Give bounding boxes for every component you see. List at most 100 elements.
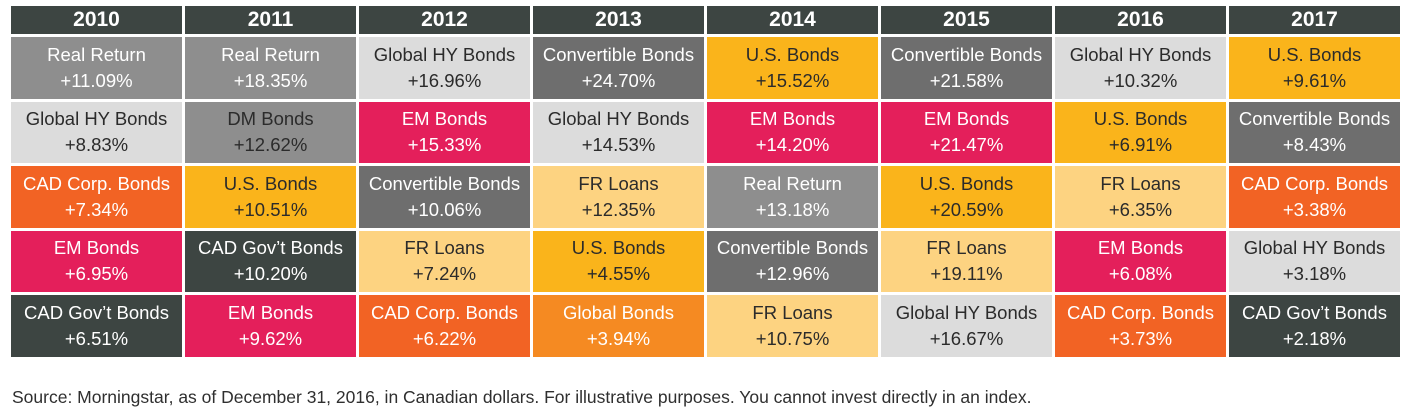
cell-2011-rank-5: EM Bonds +9.62%: [185, 295, 356, 357]
asset-name: U.S. Bonds: [919, 172, 1014, 194]
asset-name: Real Return: [47, 43, 146, 65]
asset-name: Global HY Bonds: [547, 108, 690, 130]
return-value: +4.55%: [586, 263, 651, 285]
asset-name: EM Bonds: [1097, 237, 1184, 259]
asset-name: CAD Gov’t Bonds: [198, 237, 343, 259]
asset-name: CAD Gov’t Bonds: [1242, 301, 1387, 323]
asset-name: CAD Corp. Bonds: [370, 301, 519, 323]
cell-2017-rank-5: CAD Gov’t Bonds +2.18%: [1229, 295, 1400, 357]
cell-2017-rank-1: U.S. Bonds +9.61%: [1229, 37, 1400, 99]
return-value: +13.18%: [755, 198, 830, 220]
cell-2013-rank-4: U.S. Bonds +4.55%: [533, 230, 704, 292]
cell-2010-rank-3: CAD Corp. Bonds +7.34%: [11, 166, 182, 228]
return-value: +9.61%: [1282, 69, 1347, 91]
asset-name: FR Loans: [404, 237, 485, 259]
cell-2011-rank-4: CAD Gov’t Bonds +10.20%: [185, 230, 356, 292]
cell-2017-rank-4: Global HY Bonds +3.18%: [1229, 230, 1400, 292]
year-header-2010: 2010: [11, 6, 182, 34]
cell-2016-rank-5: CAD Corp. Bonds +3.73%: [1055, 295, 1226, 357]
return-value: +20.59%: [929, 198, 1004, 220]
return-value: +2.18%: [1282, 327, 1347, 349]
asset-name: EM Bonds: [749, 108, 836, 130]
cell-2011-rank-1: Real Return +18.35%: [185, 37, 356, 99]
asset-name: CAD Corp. Bonds: [1240, 172, 1389, 194]
cell-2014-rank-5: FR Loans +10.75%: [707, 295, 878, 357]
cell-2013-rank-1: Convertible Bonds +24.70%: [533, 37, 704, 99]
cell-2010-rank-1: Real Return +11.09%: [11, 37, 182, 99]
cell-2015-rank-2: EM Bonds +21.47%: [881, 101, 1052, 163]
cell-2015-rank-4: FR Loans +19.11%: [881, 230, 1052, 292]
cell-2015-rank-5: Global HY Bonds +16.67%: [881, 295, 1052, 357]
return-value: +6.08%: [1108, 263, 1173, 285]
return-value: +6.35%: [1108, 198, 1173, 220]
return-value: +24.70%: [581, 69, 656, 91]
return-value: +12.62%: [233, 134, 308, 156]
asset-name: Convertible Bonds: [368, 172, 521, 194]
return-value: +10.51%: [233, 198, 308, 220]
cell-2011-rank-2: DM Bonds +12.62%: [185, 101, 356, 163]
year-header-2013: 2013: [533, 6, 704, 34]
year-header-2017: 2017: [1229, 6, 1400, 34]
cell-2012-rank-5: CAD Corp. Bonds +6.22%: [359, 295, 530, 357]
asset-name: U.S. Bonds: [223, 172, 318, 194]
cell-2014-rank-2: EM Bonds +14.20%: [707, 101, 878, 163]
cell-2017-rank-2: Convertible Bonds +8.43%: [1229, 101, 1400, 163]
cell-2013-rank-3: FR Loans +12.35%: [533, 166, 704, 228]
return-value: +18.35%: [233, 69, 308, 91]
return-value: +9.62%: [238, 327, 303, 349]
asset-name: Global HY Bonds: [895, 301, 1038, 323]
year-header-2014: 2014: [707, 6, 878, 34]
asset-name: CAD Gov’t Bonds: [24, 301, 169, 323]
asset-name: U.S. Bonds: [1093, 108, 1188, 130]
return-value: +6.22%: [412, 327, 477, 349]
return-value: +12.96%: [755, 263, 830, 285]
return-value: +6.51%: [64, 327, 129, 349]
return-value: +10.32%: [1103, 69, 1178, 91]
cell-2010-rank-2: Global HY Bonds +8.83%: [11, 101, 182, 163]
return-value: +11.09%: [60, 69, 133, 91]
asset-name: DM Bonds: [227, 108, 314, 130]
return-value: +14.20%: [755, 134, 830, 156]
return-value: +21.47%: [929, 134, 1004, 156]
year-header-2011: 2011: [185, 6, 356, 34]
cell-2014-rank-3: Real Return +13.18%: [707, 166, 878, 228]
asset-name: U.S. Bonds: [745, 43, 840, 65]
return-value: +8.83%: [64, 134, 129, 156]
cell-2012-rank-1: Global HY Bonds +16.96%: [359, 37, 530, 99]
return-value: +21.58%: [929, 69, 1004, 91]
asset-name: Real Return: [743, 172, 842, 194]
return-value: +8.43%: [1282, 134, 1347, 156]
asset-name: Convertible Bonds: [1238, 108, 1391, 130]
cell-2016-rank-2: U.S. Bonds +6.91%: [1055, 101, 1226, 163]
return-value: +10.75%: [755, 327, 830, 349]
asset-name: Global HY Bonds: [373, 43, 516, 65]
asset-name: FR Loans: [752, 301, 833, 323]
cell-2014-rank-1: U.S. Bonds +15.52%: [707, 37, 878, 99]
return-value: +15.52%: [755, 69, 830, 91]
return-value: +3.94%: [586, 327, 651, 349]
return-value: +3.38%: [1282, 198, 1347, 220]
cell-2014-rank-4: Convertible Bonds +12.96%: [707, 230, 878, 292]
cell-2013-rank-2: Global HY Bonds +14.53%: [533, 101, 704, 163]
return-value: +10.06%: [407, 198, 482, 220]
asset-name: Convertible Bonds: [890, 43, 1043, 65]
return-value: +3.18%: [1282, 263, 1347, 285]
return-value: +19.11%: [930, 263, 1003, 285]
return-value: +7.24%: [412, 263, 477, 285]
cell-2010-rank-5: CAD Gov’t Bonds +6.51%: [11, 295, 182, 357]
asset-name: U.S. Bonds: [1267, 43, 1362, 65]
asset-name: FR Loans: [578, 172, 659, 194]
periodic-table-chart: 2010 Real Return +11.09% Global HY Bonds +8.…: [11, 6, 1404, 358]
cell-2016-rank-1: Global HY Bonds +10.32%: [1055, 37, 1226, 99]
cell-2013-rank-5: Global Bonds +3.94%: [533, 295, 704, 357]
asset-name: U.S. Bonds: [571, 237, 666, 259]
asset-name: EM Bonds: [227, 301, 314, 323]
year-header-2015: 2015: [881, 6, 1052, 34]
return-value: +16.67%: [929, 327, 1004, 349]
cell-2010-rank-4: EM Bonds +6.95%: [11, 230, 182, 292]
asset-name: Global Bonds: [562, 301, 675, 323]
year-header-2012: 2012: [359, 6, 530, 34]
asset-name: Global HY Bonds: [25, 108, 168, 130]
asset-name: EM Bonds: [923, 108, 1010, 130]
cell-2015-rank-3: U.S. Bonds +20.59%: [881, 166, 1052, 228]
